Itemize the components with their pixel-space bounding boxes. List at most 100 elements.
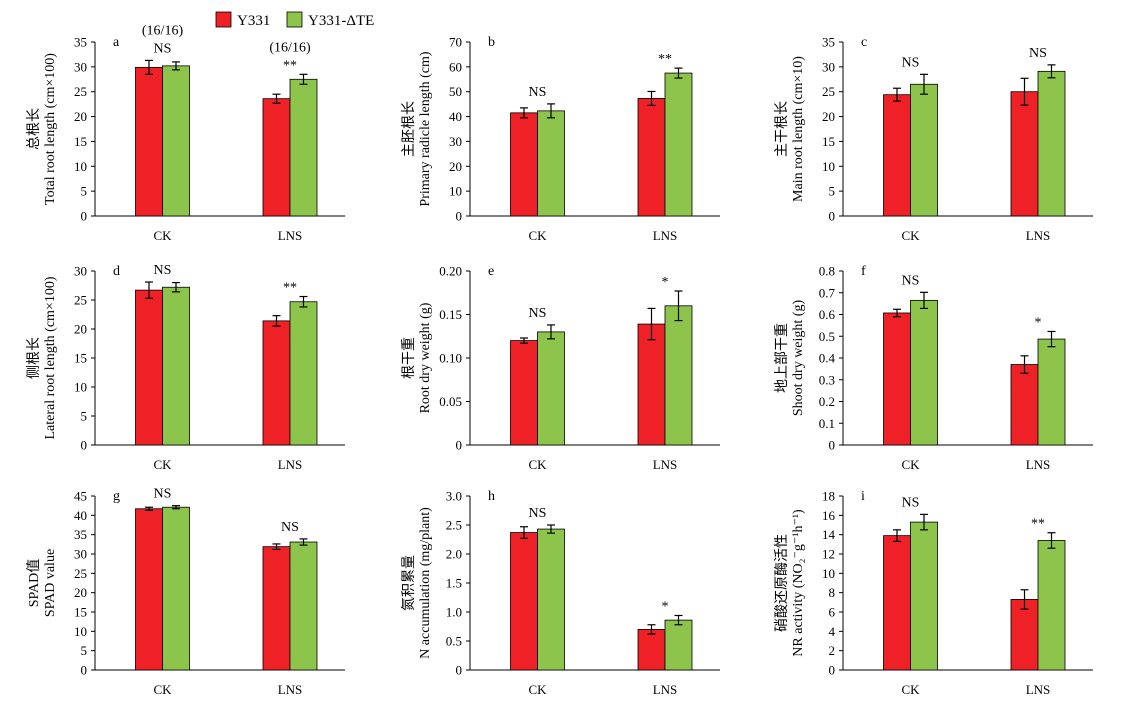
significance-label: NS [154,263,172,278]
y-tick-label: 15 [822,134,835,149]
panel-letter: a [113,35,120,50]
bar [1037,70,1066,217]
y-tick-label: 0 [81,438,88,453]
y-tick-label: 0 [456,663,463,678]
y-tick-label: 5 [81,409,88,424]
significance-label: NS [529,306,547,321]
y-tick-label: 4 [829,624,836,639]
y-tick-label: 20 [74,322,87,337]
x-category-label: LNS [653,228,678,243]
x-category-label: LNS [653,682,678,697]
bar [883,312,911,446]
bar [537,110,565,217]
y-axis-title-en: Root dry weight (g) [418,302,433,413]
y-tick-label: 0 [456,438,463,453]
y-tick-label: 45 [74,489,87,504]
y-tick-label: 5 [829,184,836,199]
bar [289,301,318,446]
y-tick-label: 0.5 [446,634,462,649]
legend-swatch-y331-dte [286,11,303,28]
y-tick-label: 6 [829,605,836,620]
y-tick-label: 20 [449,159,462,174]
x-category-label: CK [901,682,920,697]
bar [637,98,666,217]
y-tick-label: 10 [74,159,87,174]
y-tick-label: 35 [74,35,87,50]
y-axis-title-cn: 侧根长 [26,337,42,379]
x-category-label: CK [901,457,920,472]
y-tick-label: 2.0 [446,547,462,562]
y-tick-label: 0.5 [819,329,835,344]
significance-label: NS [154,487,172,502]
bar [537,528,565,671]
bar [1010,91,1039,217]
y-tick-label: 35 [822,35,835,50]
legend-label-y331-dte: Y331-ΔTE [308,13,374,29]
panel-letter: e [488,264,494,279]
x-category-label: CK [528,228,547,243]
bar [510,340,538,446]
significance-label: ** [1031,517,1045,532]
significance-label: NS [902,495,920,510]
significance-label: NS [281,520,299,535]
y-tick-label: 0 [829,663,836,678]
panel-f: 0 0.1 0.2 0.3 0.4 0.5 0.6 0.7 0.8 f 地上部干重 Shoot dry… [774,264,1093,472]
y-tick-label: 25 [74,566,87,581]
significance-label: NS [902,55,920,70]
y-tick-label: 1.0 [446,605,462,620]
y-tick-label: 15 [74,351,87,366]
y-tick-label: 40 [449,109,462,124]
panel-g: 0 5 10 15 20 25 30 35 40 45 g SPAD值 SPAD value CK NS LN… [26,487,345,697]
bar [1010,599,1039,671]
y-tick-label: 1.5 [446,576,462,591]
bar [510,532,538,671]
annotation-label: (16/16) [142,23,184,38]
y-axis-title-en: Lateral root length (cm×100) [43,276,58,439]
y-tick-label: 25 [822,84,835,99]
bar [910,83,938,217]
bar [1010,364,1039,446]
x-category-label: LNS [1026,457,1051,472]
y-axis-title-en: SPAD value [43,549,58,617]
y-tick-label: 5 [81,184,88,199]
y-tick-label: 0.8 [819,264,835,279]
y-tick-label: 10 [822,566,835,581]
y-tick-label: 0.7 [819,285,836,300]
panel-letter: i [861,489,865,504]
y-tick-label: 14 [822,527,836,542]
x-category-label: LNS [653,457,678,472]
legend-swatch-y331 [215,11,232,28]
bar [910,299,938,446]
y-axis-title-cn: 氮积累量 [401,555,417,611]
x-category-label: CK [901,228,920,243]
y-axis-title-en: Main root length (cm×10) [791,56,806,202]
legend-label-y331: Y331 [237,13,270,29]
bar [162,286,190,446]
significance-label: NS [529,85,547,100]
panel-b: 0 10 20 30 40 50 60 70 b 主胚根长 Primary radicle leng… [401,35,720,243]
bar [262,546,291,671]
y-tick-label: 30 [74,547,87,562]
bar [135,508,163,671]
bar [637,629,666,671]
y-tick-label: 0 [829,438,836,453]
panel-letter: d [113,264,120,279]
y-tick-label: 20 [74,109,87,124]
panel-d: 0 5 10 15 20 25 30 d 侧根长 Lateral root length (cm×… [26,263,345,472]
panel-letter: g [113,489,120,504]
y-tick-label: 20 [74,585,87,600]
y-tick-label: 8 [829,585,836,600]
x-category-label: CK [528,682,547,697]
y-axis-title-cn: 根干重 [401,337,417,379]
y-axis-title-en: N accumulation (mg/plant) [418,507,433,659]
y-tick-label: 0.4 [819,351,836,366]
y-tick-label: 0.2 [819,394,835,409]
y-tick-label: 20 [822,109,835,124]
x-category-label: LNS [278,228,303,243]
y-tick-label: 18 [822,489,835,504]
y-axis-title-cn: 硝酸还原酶活性 [774,534,790,632]
y-tick-label: 0 [81,663,88,678]
significance-label: NS [902,273,920,288]
y-tick-label: 70 [449,35,462,50]
